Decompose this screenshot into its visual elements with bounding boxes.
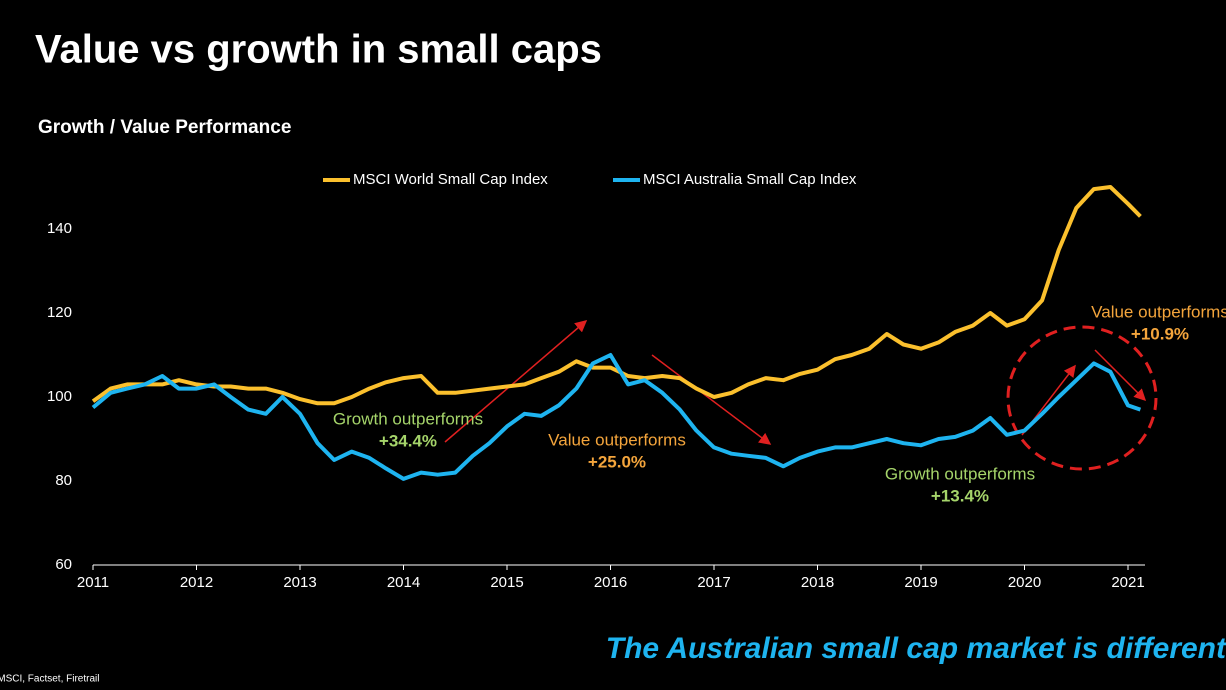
y-tick-label: 60 — [55, 556, 72, 573]
x-tick-label: 2020 — [1008, 574, 1041, 591]
annotation-text: Growth outperforms — [333, 409, 483, 428]
y-tick-label: 100 — [47, 388, 72, 405]
x-tick-label: 2014 — [387, 574, 420, 591]
x-tick-label: 2017 — [697, 574, 730, 591]
source: Source: MSCI, Factset, Firetrail — [0, 674, 99, 685]
x-tick-label: 2016 — [594, 574, 627, 591]
annotation-value: +25.0% — [588, 452, 646, 471]
series-line — [91, 185, 1142, 406]
y-tick-label: 120 — [47, 304, 72, 321]
y-tick-label: 140 — [47, 220, 72, 237]
legend-label: MSCI World Small Cap Index — [353, 171, 548, 188]
annotation-value: +34.4% — [379, 431, 437, 450]
x-tick-label: 2015 — [490, 574, 523, 591]
annotation-text: Value outperforms — [1091, 302, 1226, 321]
x-tick-label: 2012 — [180, 574, 213, 591]
tagline: The Australian small cap market is diffe… — [606, 632, 1226, 665]
x-tick-label: 2018 — [801, 574, 834, 591]
series-line — [91, 353, 1142, 481]
highlight-circle — [1006, 325, 1158, 471]
annotation-value: +13.4% — [931, 486, 989, 505]
annotation-text: Value outperforms — [548, 430, 686, 449]
annotation-text: Growth outperforms — [885, 464, 1035, 483]
legend-label: MSCI Australia Small Cap Index — [643, 171, 857, 188]
annotation-value: +10.9% — [1131, 324, 1189, 343]
x-tick-label: 2013 — [283, 574, 316, 591]
x-tick-label: 2019 — [904, 574, 937, 591]
title: Value vs growth in small caps — [35, 28, 602, 72]
x-tick-label: 2011 — [77, 574, 109, 591]
x-tick-label: 2021 — [1111, 574, 1144, 591]
y-tick-label: 80 — [55, 472, 72, 489]
subtitle: Growth / Value Performance — [38, 117, 291, 138]
